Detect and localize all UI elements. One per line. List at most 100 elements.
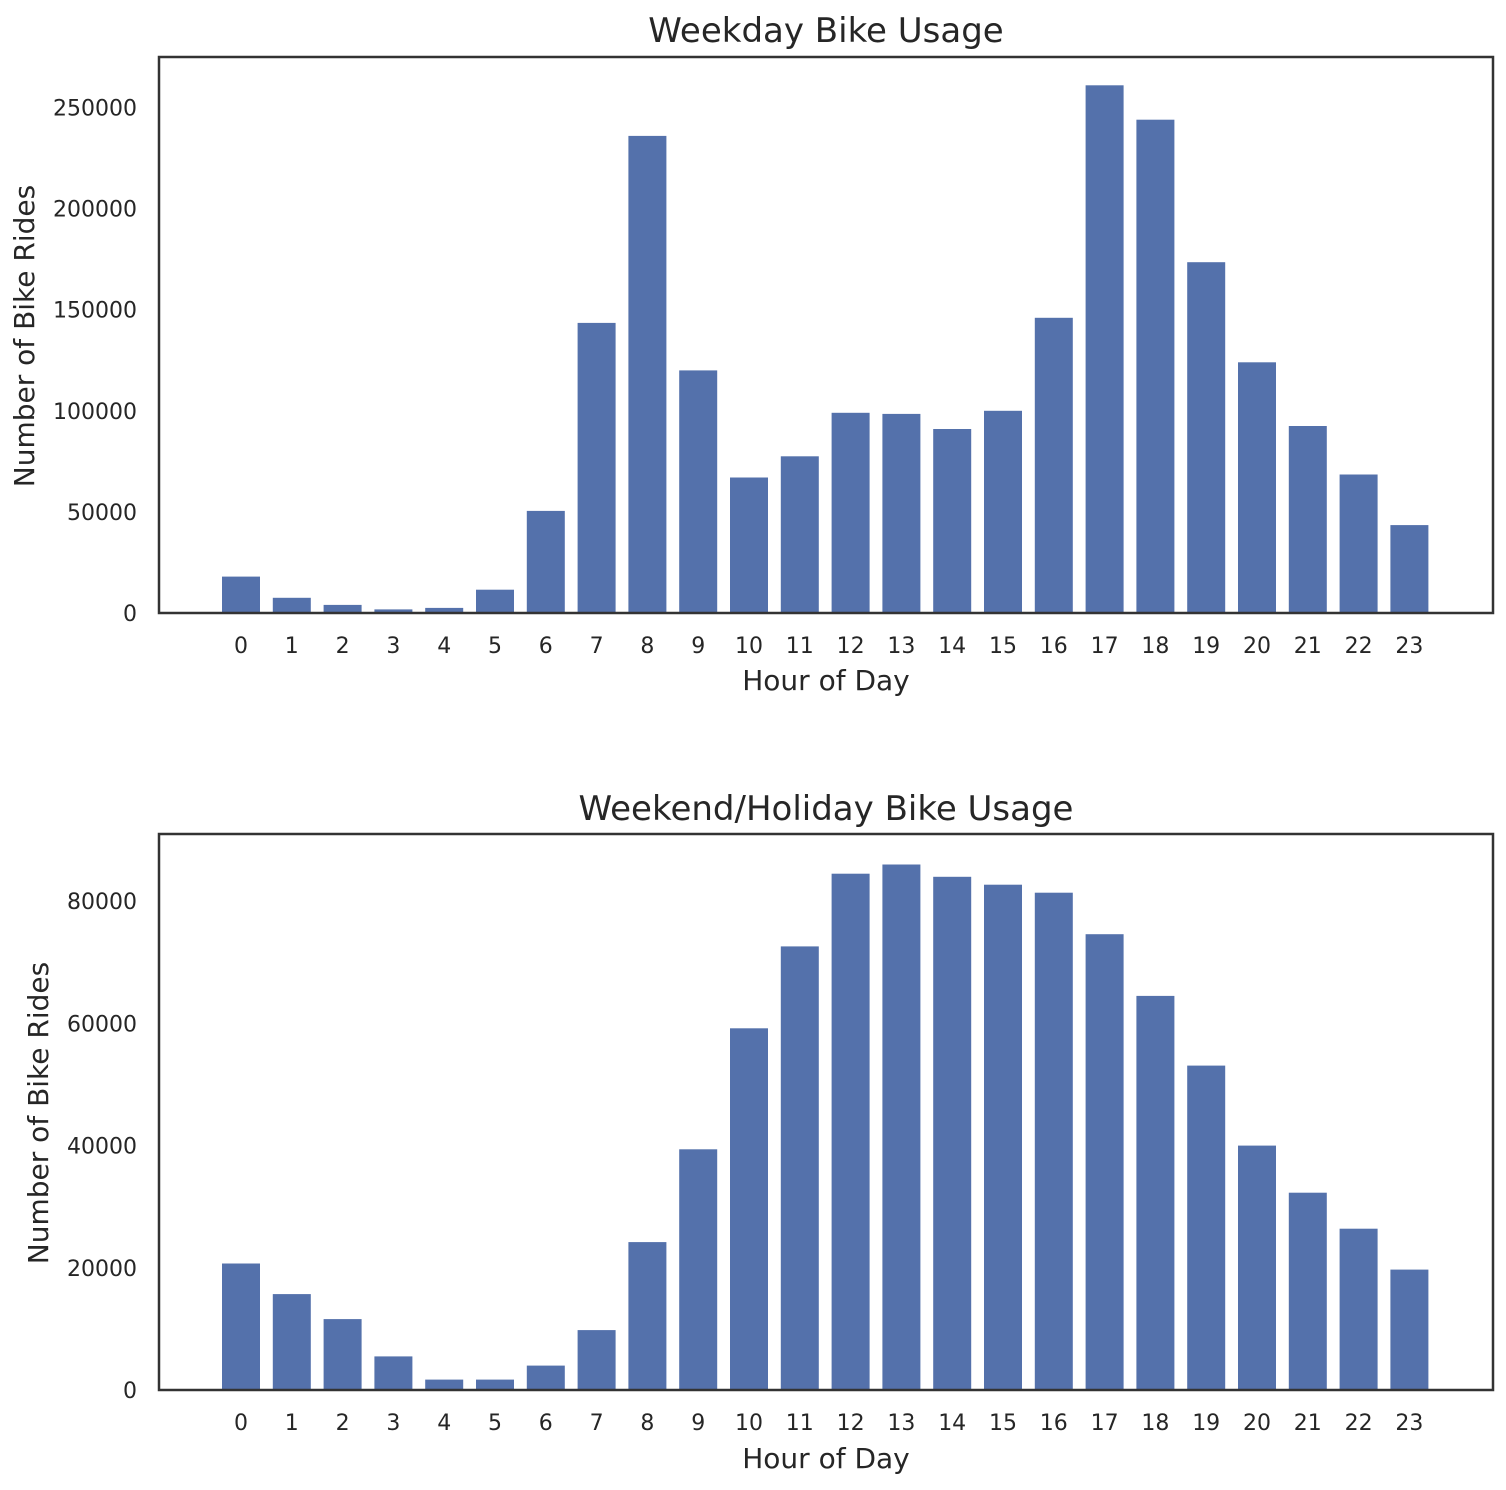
weekday-x-tick-label: 13 <box>887 634 915 659</box>
weekday-plot-frame <box>157 55 1495 615</box>
weekend-bar-hour-7 <box>577 1330 616 1390</box>
weekend-bar-hour-1 <box>272 1294 311 1390</box>
weekday-bar-hour-14 <box>933 429 972 613</box>
weekday-x-tick-label: 21 <box>1294 634 1322 659</box>
weekday-bar-hour-0 <box>222 576 260 613</box>
weekend-bar-hour-0 <box>222 1263 260 1390</box>
weekend-bar-hour-4 <box>425 1379 464 1390</box>
weekend-y-axis-label: Number of Bike Rides <box>22 962 55 1264</box>
weekday-bar-hour-13 <box>882 413 921 613</box>
weekday-chart: Weekday Bike Usage 050000100000150000200… <box>8 11 1495 697</box>
weekday-chart-title: Weekday Bike Usage <box>648 11 1003 51</box>
weekday-x-tick-label: 15 <box>989 634 1017 659</box>
weekday-x-tick-label: 1 <box>285 634 299 659</box>
weekday-y-tick-label: 100000 <box>53 400 137 425</box>
weekend-bar-hour-15 <box>984 884 1022 1390</box>
weekday-bar-hour-3 <box>374 609 413 613</box>
weekend-x-tick-label: 3 <box>386 1411 400 1436</box>
weekend-x-tick-label: 6 <box>539 1411 553 1436</box>
weekday-bar-hour-7 <box>577 322 616 613</box>
weekend-bar-hour-11 <box>780 946 819 1390</box>
weekday-y-tick-label: 150000 <box>53 299 137 324</box>
weekend-x-tick-label: 9 <box>691 1411 705 1436</box>
weekday-x-tick-label: 3 <box>386 634 400 659</box>
weekend-bar-hour-9 <box>679 1149 718 1390</box>
weekday-x-tick-label: 2 <box>336 634 350 659</box>
weekday-x-tick-label: 11 <box>786 634 814 659</box>
weekday-bar-hour-10 <box>730 477 768 613</box>
weekend-x-tick-label: 18 <box>1141 1411 1169 1436</box>
weekend-y-tick-label: 60000 <box>67 1012 137 1037</box>
weekday-x-tick-label: 5 <box>488 634 502 659</box>
weekend-bars <box>222 864 1429 1390</box>
weekday-x-tick-label: 17 <box>1091 634 1119 659</box>
weekday-bar-hour-2 <box>323 604 362 613</box>
weekday-x-tick-label: 16 <box>1040 634 1068 659</box>
weekend-y-tick-label: 0 <box>123 1379 137 1404</box>
weekend-x-tick-label: 0 <box>234 1411 248 1436</box>
weekday-bar-hour-5 <box>476 589 514 613</box>
weekend-x-tick-label: 7 <box>590 1411 604 1436</box>
weekend-x-tick-label: 16 <box>1040 1411 1068 1436</box>
weekday-x-tick-label: 12 <box>837 634 865 659</box>
weekend-bar-hour-20 <box>1238 1145 1276 1390</box>
weekday-bars <box>222 85 1429 614</box>
weekend-y-tick-label: 80000 <box>67 890 137 915</box>
weekend-x-tick-label: 23 <box>1395 1411 1423 1436</box>
weekend-bar-hour-10 <box>730 1028 768 1390</box>
weekday-x-tick-label: 10 <box>735 634 763 659</box>
weekday-bar-hour-12 <box>831 412 870 613</box>
weekday-y-tick-label: 250000 <box>53 97 137 122</box>
weekday-x-tick-label: 20 <box>1243 634 1271 659</box>
weekend-bar-hour-16 <box>1034 892 1073 1390</box>
weekday-x-tick-label: 8 <box>640 634 654 659</box>
weekday-x-tick-label: 7 <box>590 634 604 659</box>
weekend-bar-hour-21 <box>1288 1192 1327 1390</box>
weekend-y-tick-label: 40000 <box>67 1135 137 1160</box>
weekday-x-tick-label: 19 <box>1192 634 1220 659</box>
weekday-bar-hour-22 <box>1339 474 1378 613</box>
weekend-x-tick-label: 22 <box>1345 1411 1373 1436</box>
weekday-x-tick-label: 22 <box>1345 634 1373 659</box>
weekend-x-axis-label: Hour of Day <box>742 1442 910 1475</box>
weekday-y-tick-label: 0 <box>123 602 137 627</box>
weekend-bar-hour-5 <box>476 1379 514 1390</box>
weekday-bar-hour-11 <box>780 456 819 613</box>
weekend-bar-hour-13 <box>882 864 921 1390</box>
weekend-x-tick-label: 14 <box>938 1411 966 1436</box>
weekend-x-tick-label: 19 <box>1192 1411 1220 1436</box>
weekend-bar-hour-3 <box>374 1356 413 1390</box>
weekday-x-tick-label: 23 <box>1395 634 1423 659</box>
weekend-x-tick-label: 10 <box>735 1411 763 1436</box>
weekend-y-tick-label: 20000 <box>67 1257 137 1282</box>
weekend-bar-hour-14 <box>933 876 972 1390</box>
weekend-x-tick-label: 13 <box>887 1411 915 1436</box>
weekend-bar-hour-8 <box>628 1242 667 1390</box>
weekend-chart-title: Weekend/Holiday Bike Usage <box>579 789 1074 829</box>
weekend-x-tick-label: 4 <box>437 1411 451 1436</box>
weekday-x-ticks: 0 1 2 3 4 5 6 7 8 9 10 11 12 13 14 15 16 17 18 19 20 21 22 23 <box>234 634 1423 659</box>
weekend-plot-frame <box>157 832 1495 1392</box>
weekday-x-tick-label: 14 <box>938 634 966 659</box>
weekend-x-ticks: 0 1 2 3 4 5 6 7 8 9 10 11 12 13 14 15 16 17 18 19 20 21 22 23 <box>234 1411 1423 1436</box>
weekday-bar-hour-20 <box>1238 362 1276 613</box>
weekend-x-tick-label: 5 <box>488 1411 502 1436</box>
weekday-bar-hour-17 <box>1085 85 1124 614</box>
weekend-x-tick-label: 15 <box>989 1411 1017 1436</box>
weekday-bar-hour-19 <box>1187 262 1226 613</box>
weekday-bar-hour-1 <box>272 597 311 613</box>
weekend-bar-hour-19 <box>1187 1065 1226 1390</box>
weekday-bar-hour-16 <box>1034 317 1073 613</box>
weekend-x-tick-label: 8 <box>640 1411 654 1436</box>
weekday-bar-hour-8 <box>628 135 667 613</box>
weekday-bar-hour-4 <box>425 607 464 613</box>
weekday-y-tick-label: 50000 <box>67 501 137 526</box>
weekday-bar-hour-23 <box>1390 525 1429 613</box>
weekend-bar-hour-23 <box>1390 1269 1429 1390</box>
weekday-x-tick-label: 9 <box>691 634 705 659</box>
weekend-bar-hour-18 <box>1136 995 1175 1390</box>
weekend-y-ticks: 0 20000 40000 60000 80000 <box>67 890 137 1404</box>
weekend-x-tick-label: 20 <box>1243 1411 1271 1436</box>
weekday-y-axis-label: Number of Bike Rides <box>8 185 41 487</box>
